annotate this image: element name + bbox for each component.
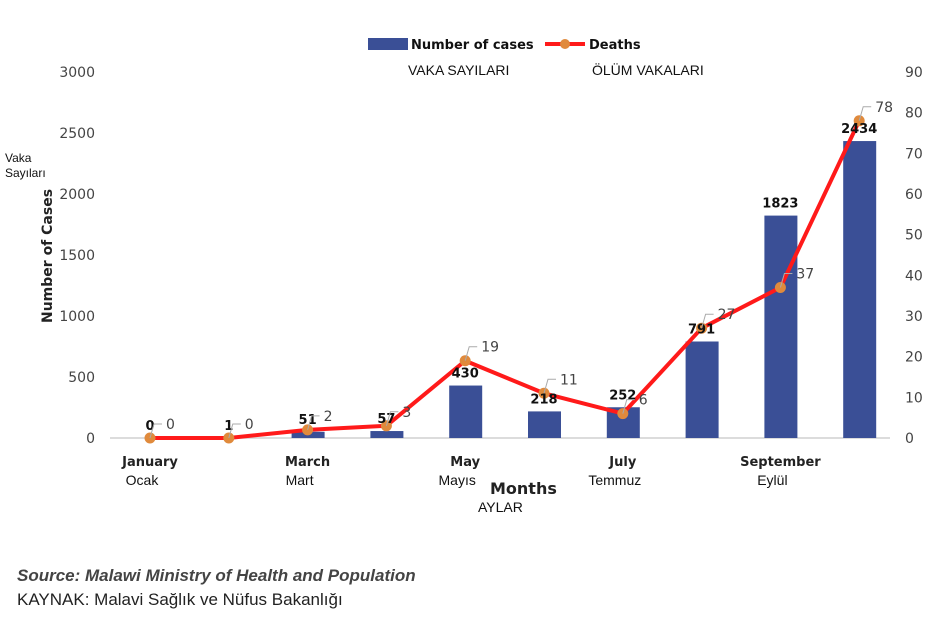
x-tick-label: January <box>121 455 178 470</box>
cases-data-label: 252 <box>609 388 636 403</box>
deaths-label-leader <box>858 106 872 121</box>
deaths-label-leader <box>464 346 478 361</box>
deaths-data-label: 3 <box>402 405 411 421</box>
y-tick-label: 3000 <box>59 65 95 81</box>
y2-tick-label: 0 <box>905 431 914 447</box>
y2-tick-label: 60 <box>905 187 923 203</box>
x-tick-label-tr: Eylül <box>757 472 787 488</box>
deaths-data-label: 27 <box>718 307 736 323</box>
x-tick-label-tr: Mart <box>286 472 314 488</box>
cases-data-label: 218 <box>530 392 557 407</box>
x-tick-label-tr: Mayıs <box>439 472 476 488</box>
bar-cases <box>764 215 798 438</box>
y-tick-label: 500 <box>68 370 95 386</box>
x-tick-label-tr: Temmuz <box>588 472 641 488</box>
legend-label-deaths: Deaths <box>589 38 641 53</box>
y-tick-label: 2000 <box>59 187 95 203</box>
deaths-label-leader <box>779 273 793 288</box>
deaths-label-leader <box>622 399 635 414</box>
legend: Number of cases Deaths VAKA SAYILARI ÖLÜ… <box>368 38 704 78</box>
deaths-data-label: 6 <box>639 393 648 409</box>
x-axis-title-tr: AYLAR <box>478 499 523 515</box>
cases-data-label: 0 <box>145 419 154 434</box>
y-tick-label: 1000 <box>59 309 95 325</box>
y2-tick-label: 50 <box>905 228 923 244</box>
y-tick-label: 0 <box>86 431 95 447</box>
cases-data-label: 51 <box>299 413 317 428</box>
cases-data-label: 1823 <box>762 197 798 212</box>
y2-tick-label: 70 <box>905 146 923 162</box>
deaths-data-label: 2 <box>324 409 333 425</box>
bar-cases <box>843 141 877 438</box>
y2-tick-label: 40 <box>905 268 923 284</box>
deaths-label-leader <box>149 423 162 439</box>
deaths-data-label: 0 <box>166 417 175 433</box>
bar-cases <box>528 411 561 438</box>
deaths-data-label: 19 <box>481 340 499 356</box>
y2-tick-label: 80 <box>905 106 923 122</box>
x-tick-label: July <box>608 455 637 470</box>
y-tick-label: 1500 <box>59 248 95 264</box>
bar-cases <box>370 431 404 438</box>
x-tick-label: May <box>450 455 480 470</box>
y2-tick-label: 10 <box>905 390 923 406</box>
y-axis-title-tr-2: Sayıları <box>5 166 46 180</box>
deaths-data-label: 78 <box>875 100 893 116</box>
y2-tick-label: 30 <box>905 309 923 325</box>
legend-swatch-cases <box>368 38 408 50</box>
legend-label-deaths-tr: ÖLÜM VAKALARI <box>592 61 704 78</box>
deaths-data-label: 11 <box>560 372 578 388</box>
deaths-label-leader <box>385 411 399 426</box>
x-axis-title: Months <box>490 479 557 498</box>
y2-tick-label: 90 <box>905 65 923 81</box>
deaths-label-leader <box>701 313 714 329</box>
bar-cases <box>685 341 719 438</box>
y2-tick-label: 20 <box>905 350 923 366</box>
y-axis-title-tr-1: Vaka <box>5 151 32 165</box>
chart-svg: 0500100015002000250030000102030405060708… <box>5 38 923 515</box>
legend-label-cases-tr: VAKA SAYILARI <box>408 62 509 78</box>
deaths-label-leader <box>543 378 556 394</box>
deaths-label-leader <box>228 423 241 439</box>
source-text-tr: KAYNAK: Malavi Sağlık ve Nüfus Bakanlığı <box>17 590 343 609</box>
deaths-label-leader <box>307 415 320 431</box>
legend-label-cases: Number of cases <box>411 38 534 53</box>
cases-data-label: 1 <box>224 419 233 434</box>
cases-data-label: 2434 <box>841 122 877 137</box>
x-tick-label: September <box>740 455 821 470</box>
y-tick-label: 2500 <box>59 126 95 142</box>
x-tick-label-tr: Ocak <box>126 472 160 488</box>
bar-cases <box>449 385 483 438</box>
source-text: Source: Malawi Ministry of Health and Po… <box>17 566 416 585</box>
deaths-line <box>150 119 862 440</box>
x-tick-label: March <box>285 455 330 470</box>
legend-marker-deaths <box>560 39 570 49</box>
cases-data-label: 791 <box>688 322 715 337</box>
cases-data-label: 430 <box>452 367 479 382</box>
deaths-data-label: 37 <box>796 267 814 283</box>
y-axis-title: Number of Cases <box>40 189 56 323</box>
deaths-data-label: 0 <box>245 417 254 433</box>
cases-data-label: 57 <box>377 412 395 427</box>
